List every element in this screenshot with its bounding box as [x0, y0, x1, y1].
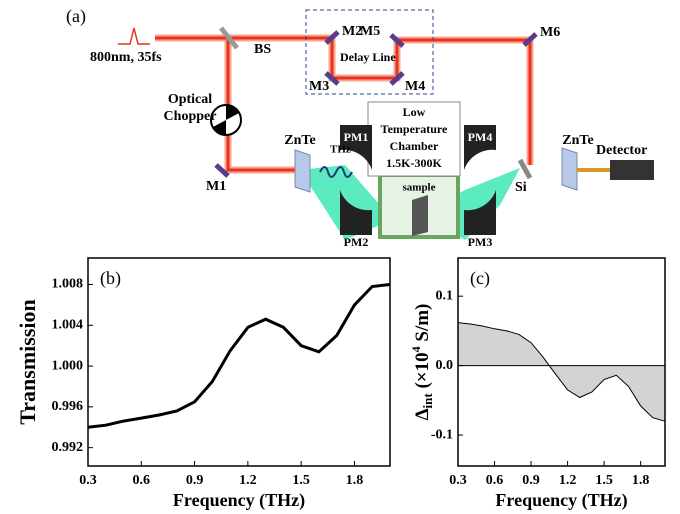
y-tick-label: 1.004 — [52, 318, 84, 333]
beam-splitter — [219, 26, 239, 50]
pm4 — [464, 125, 496, 170]
x-tick-label: 0.3 — [79, 473, 97, 488]
mirror — [324, 30, 340, 45]
x-tick-label: 1.2 — [559, 473, 577, 488]
setup-diagram: (a) 800nm, 35fs BS M2 M3 M4 M5 M6 Delay … — [66, 6, 654, 249]
y-tick-label: 0.992 — [52, 440, 84, 455]
znte-crystal — [561, 147, 578, 191]
x-tick-label: 1.5 — [595, 473, 613, 488]
mirror — [522, 32, 538, 47]
si-wafer — [517, 158, 533, 180]
y-axis-label: Transmission — [15, 299, 40, 425]
y-tick-label: 1.000 — [52, 358, 84, 373]
x-axis-label: Frequency (THz) — [495, 490, 627, 511]
label: Low — [403, 105, 426, 119]
label: BS — [254, 42, 271, 57]
line — [457, 322, 666, 422]
label: Chamber — [390, 139, 439, 153]
mirror — [389, 33, 405, 48]
label: M5 — [360, 24, 380, 39]
label: sample — [403, 182, 436, 194]
x-tick-label: 1.5 — [292, 473, 310, 488]
label: 800nm, 35fs — [90, 50, 162, 65]
chopper-blades — [213, 105, 239, 135]
delay-box — [305, 9, 434, 95]
y-label-part: (×10 — [412, 352, 433, 393]
chart: 0.3 0.6 0.9 1.2 1.5 1.8 0.992 0.996 1.000 1.004 1.… — [15, 257, 391, 511]
x-tick-label: 1.8 — [632, 473, 650, 488]
znte-crystal — [294, 149, 311, 193]
label: THz — [330, 144, 351, 156]
detector — [610, 160, 654, 180]
label: ZnTe — [284, 133, 315, 148]
label: Delay Line — [340, 50, 396, 64]
label: PM1 — [344, 130, 369, 144]
x-tick-label: 0.9 — [186, 473, 204, 488]
y-tick-label: -0.1 — [431, 427, 453, 442]
label: Si — [515, 180, 527, 195]
label: Optical — [168, 92, 212, 107]
x-tick-label: 1.8 — [346, 473, 364, 488]
x-tick-label: 0.3 — [449, 473, 467, 488]
label: M4 — [405, 79, 425, 94]
pm2 — [340, 190, 372, 235]
diagram-labels: 800nm, 35fs BS M2 M3 M4 M5 M6 Delay Line… — [90, 24, 647, 249]
y-label-part: int — [420, 393, 435, 409]
x-tick-label: 0.6 — [486, 473, 504, 488]
panel-label: (c) — [470, 268, 490, 289]
label: Detector — [596, 143, 647, 158]
x-tick-label: 1.2 — [239, 473, 257, 488]
label: ZnTe — [562, 133, 593, 148]
label: M2 — [342, 24, 362, 39]
pulse-icon — [118, 27, 150, 45]
y-label-part: S/m) — [412, 304, 433, 347]
y-label-part: Δ — [412, 408, 433, 420]
chamber — [367, 101, 461, 177]
label: M3 — [309, 79, 329, 94]
label: M6 — [540, 25, 560, 40]
x-tick-label: 0.9 — [522, 473, 540, 488]
y-axis-label: Δint (×104 S/m) — [409, 304, 435, 421]
pm3 — [464, 190, 496, 235]
label: M1 — [206, 179, 226, 194]
panel-label: (a) — [66, 6, 86, 27]
y-tick-label: 0.0 — [436, 358, 454, 373]
pm1 — [340, 125, 372, 170]
area — [458, 322, 665, 422]
y-tick-label: 0.996 — [52, 399, 84, 414]
plot-frame — [87, 257, 391, 467]
line — [87, 283, 391, 429]
y-label-part: 4 — [409, 346, 423, 352]
panel-label: (b) — [100, 268, 121, 289]
mirror — [214, 163, 230, 178]
label: 1.5K-300K — [386, 156, 442, 170]
plot-frame — [457, 257, 666, 467]
y-tick-label: 1.008 — [52, 277, 84, 292]
y-tick-label: 0.1 — [436, 288, 454, 303]
thz-wave — [319, 166, 353, 178]
mirror — [389, 71, 405, 86]
x-axis-label: Frequency (THz) — [173, 490, 305, 511]
label: Chopper — [164, 109, 217, 124]
x-tick-label: 0.6 — [133, 473, 151, 488]
label: PM3 — [468, 235, 493, 249]
label: PM2 — [344, 235, 369, 249]
label: Temperature — [381, 122, 448, 136]
chart: 0.3 0.6 0.9 1.2 1.5 1.8 -0.1 0.0 0.1 (c) Frequency… — [409, 257, 666, 511]
label: PM4 — [468, 130, 493, 144]
sample — [412, 195, 428, 236]
mirror — [324, 71, 340, 86]
